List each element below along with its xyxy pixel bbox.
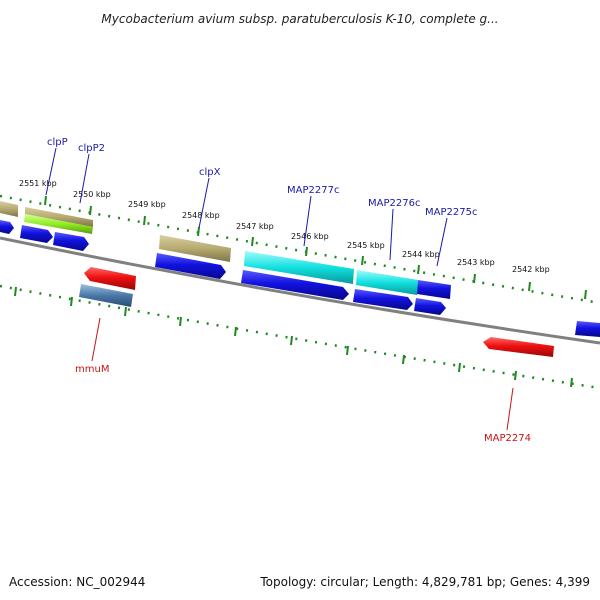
ruler-label: 2543 kbp bbox=[457, 258, 495, 267]
genome-summary-text: Topology: circular; Length: 4,829,781 bp… bbox=[259, 575, 590, 589]
feature-mmuM-red bbox=[84, 267, 136, 290]
feature-MAP2276c-cyan bbox=[356, 270, 418, 295]
leader-MAP2277c bbox=[303, 195, 312, 247]
feature-steel bbox=[79, 284, 133, 307]
feature-track-upper bbox=[0, 201, 451, 299]
ruler-label: 2551 kbp bbox=[19, 179, 57, 188]
accession-text: Accession: NC_002944 bbox=[9, 575, 145, 589]
gene-label-MAP2274: MAP2274 bbox=[484, 433, 531, 444]
cds-arrow bbox=[241, 270, 349, 300]
gene-label-clpP2: clpP2 bbox=[78, 143, 105, 154]
gene-label-MAP2275c: MAP2275c bbox=[425, 207, 477, 218]
leader-MAP2274 bbox=[506, 387, 514, 431]
ruler-label: 2550 kbp bbox=[73, 190, 111, 199]
ruler-lower bbox=[0, 284, 600, 390]
feature-clpX-tan bbox=[159, 235, 231, 262]
leader-MAP2275c bbox=[436, 217, 448, 267]
cds-track bbox=[0, 220, 600, 337]
feature-MAP2274-red bbox=[483, 337, 554, 357]
gene-label-clpX: clpX bbox=[199, 167, 221, 178]
cds-arrow bbox=[353, 289, 413, 310]
cds-arrow bbox=[155, 253, 226, 279]
ruler-label: 2547 kbp bbox=[236, 222, 274, 231]
cds-arrow bbox=[53, 232, 89, 251]
ruler-labels: 2551 kbp 2550 kbp 2549 kbp 2548 kbp 2547… bbox=[19, 179, 550, 274]
leader-clpX bbox=[198, 177, 210, 229]
ruler-label: 2546 kbp bbox=[291, 232, 329, 241]
ruler-label: 2545 kbp bbox=[347, 241, 385, 250]
leader-lines bbox=[45, 147, 514, 431]
leader-mmuM bbox=[91, 317, 101, 362]
feature-tan-left-edge bbox=[0, 201, 18, 217]
ruler-label: 2544 kbp bbox=[402, 250, 440, 259]
cds-arrow bbox=[0, 220, 14, 234]
ruler-label: 2549 kbp bbox=[128, 200, 166, 209]
map-title: Mycobacterium avium subsp. paratuberculo… bbox=[101, 12, 498, 26]
ruler-upper bbox=[0, 194, 600, 305]
ruler-upper-ticks bbox=[44, 195, 587, 300]
leader-clpP bbox=[45, 147, 57, 196]
leader-clpP2 bbox=[79, 153, 90, 204]
feature-clpP-tan bbox=[25, 207, 93, 227]
gene-label-clpP: clpP bbox=[47, 137, 68, 148]
cds-arrow bbox=[20, 225, 53, 243]
ruler-label: 2548 kbp bbox=[182, 211, 220, 220]
gene-label-MAP2276c: MAP2276c bbox=[368, 198, 420, 209]
cds-arrow bbox=[414, 298, 446, 315]
genome-backbone bbox=[0, 236, 600, 345]
cds-arrow bbox=[575, 321, 600, 337]
ruler-lower-ticks bbox=[14, 286, 573, 388]
feature-MAP2277c-cyan bbox=[244, 251, 354, 284]
feature-clpP2-green bbox=[24, 214, 93, 234]
gene-labels: clpP clpP2 clpX MAP2277c MAP2276c MAP227… bbox=[47, 137, 531, 444]
gene-label-MAP2277c: MAP2277c bbox=[287, 185, 339, 196]
gene-label-mmuM: mmuM bbox=[75, 364, 109, 375]
leader-MAP2276c bbox=[389, 208, 394, 261]
feature-track-lower bbox=[79, 267, 554, 357]
ruler-label: 2542 kbp bbox=[512, 265, 550, 274]
feature-MAP2275c-blue bbox=[417, 280, 451, 299]
